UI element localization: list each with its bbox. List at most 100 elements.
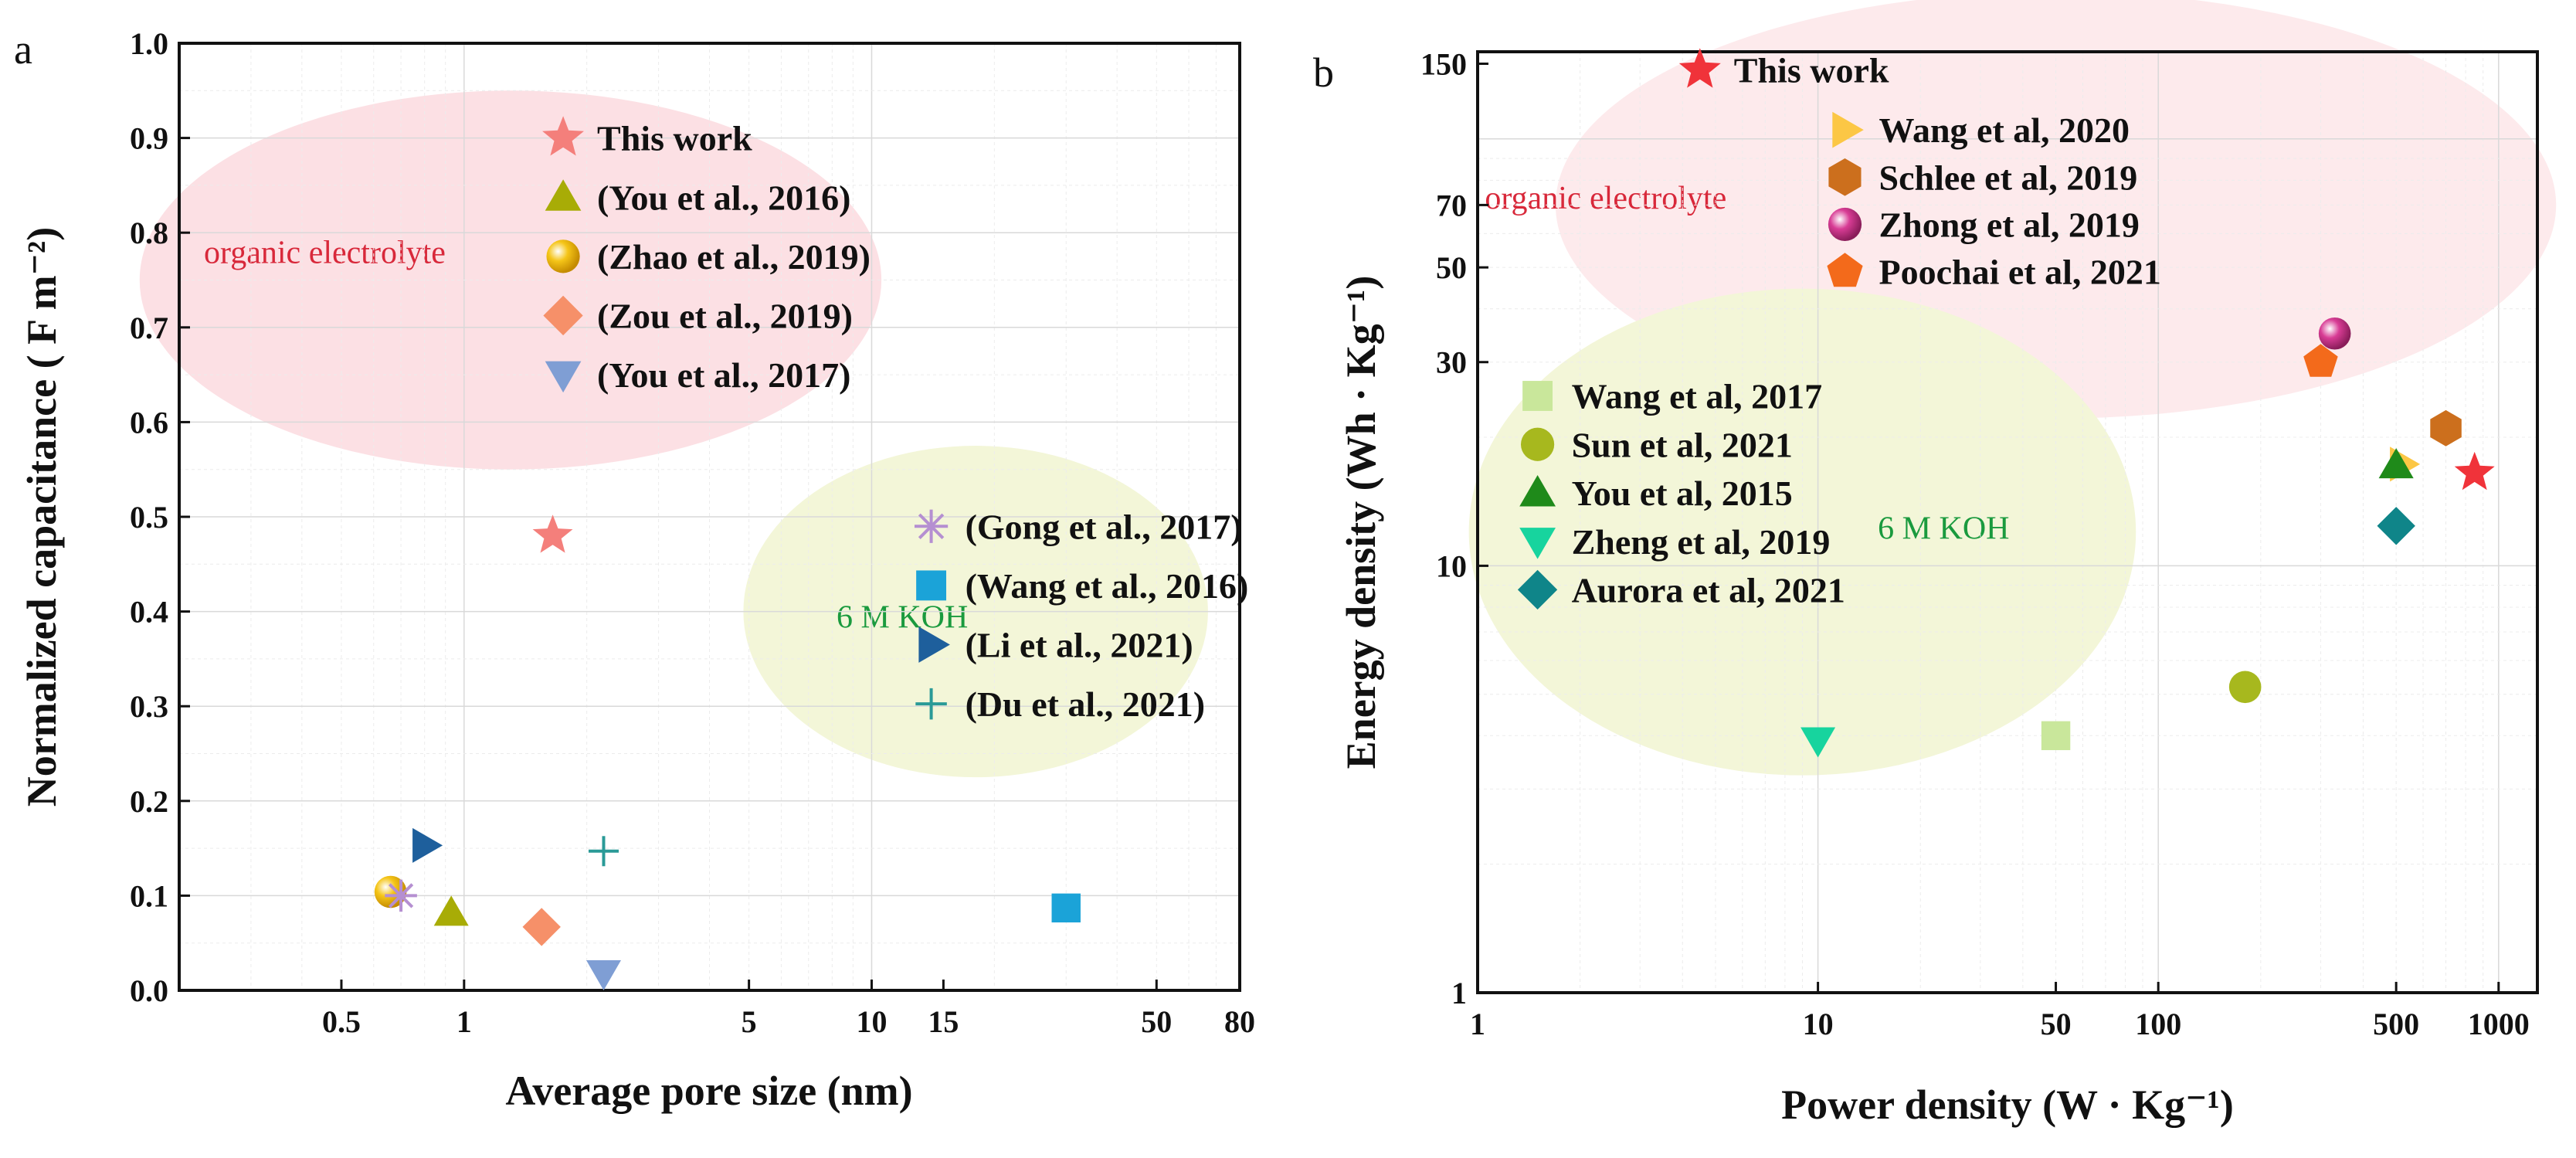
panel-a-ticks: 0.5 1 5 10 15 50 800.00.10.20.30.40.50.60.70.8… bbox=[130, 26, 1255, 1039]
panel-b-legend-label: Zhong et al, 2019 bbox=[1879, 205, 2139, 245]
panel-b-data-point bbox=[2303, 344, 2338, 377]
panel-b-legend-marker bbox=[1678, 48, 1721, 88]
panel-a-legend-marker bbox=[918, 627, 950, 663]
panel-b-legend-label: Aurora et al, 2021 bbox=[1572, 570, 1845, 610]
panel-a-x-tick-label: 5 bbox=[742, 1004, 757, 1039]
panel-b-y-tick-label: 150 bbox=[1420, 46, 1467, 81]
panel-a-legend-marker bbox=[915, 688, 947, 720]
panel-b-data-point bbox=[2454, 451, 2495, 491]
panel-a-data-point bbox=[385, 879, 417, 912]
panel-b-legend-label: Poochai et al, 2021 bbox=[1879, 253, 2160, 292]
panel-b-x-tick-label: 10 bbox=[1803, 1007, 1834, 1041]
panel-b-data-point bbox=[1800, 727, 1836, 758]
panel-a-legend-label: (Zhao et al., 2019) bbox=[597, 237, 871, 277]
panel-a-legend-label: (You et al., 2016) bbox=[597, 178, 850, 217]
panel-a-legend: This work (You et al., 2016) (Zhao et al.,… bbox=[542, 116, 1248, 724]
panel-b-legend-label: Zheng et al, 2019 bbox=[1572, 522, 1831, 562]
panel-a-x-tick-label: 80 bbox=[1224, 1004, 1255, 1039]
panel-a-legend-marker bbox=[545, 361, 582, 393]
panel-b-data-point bbox=[2228, 671, 2262, 704]
panel-b-x-axis-label: Power density (W · Kg⁻¹) bbox=[1781, 1082, 2234, 1128]
panel-b-legend-marker bbox=[1832, 111, 1864, 148]
panel-a-region-organic bbox=[139, 90, 882, 470]
panel-a-region-label: 6 M KOH bbox=[837, 599, 968, 635]
panel-b-legend-label: Schlee et al, 2019 bbox=[1879, 158, 2137, 197]
panel-a-legend-label: (Wang et al., 2016) bbox=[966, 566, 1249, 606]
panel-b-data-point bbox=[2378, 448, 2414, 479]
panel-a-x-tick-label: 1 bbox=[456, 1004, 472, 1039]
panel-b-data-point bbox=[2377, 507, 2415, 545]
panel-a-data-point bbox=[1051, 893, 1081, 923]
panel-a-y-tick-label: 0.7 bbox=[130, 311, 168, 345]
panel-a-legend-label: (You et al., 2017) bbox=[597, 355, 850, 395]
panel-a-y-axis-label: Normalized capacitance ( F m⁻²) bbox=[19, 227, 65, 807]
panel-b-y-tick-label: 70 bbox=[1436, 188, 1467, 222]
panel-b-ticks: 1 10 50 100 500 1000 1 10 30 50 70 150 bbox=[1420, 46, 2530, 1041]
panel-b-y-axis-label: Energy density (Wh · Kg⁻¹) bbox=[1338, 276, 1384, 769]
panel-b-y-tick-label: 10 bbox=[1436, 548, 1467, 583]
panel-a-y-tick-label: 0.2 bbox=[130, 784, 168, 819]
panel-a-data-point bbox=[412, 827, 443, 863]
panel-a-legend-label: (Li et al., 2021) bbox=[966, 626, 1193, 665]
panel-a-legend-marker bbox=[916, 570, 947, 601]
panel-b-legend-label: Wang et al, 2020 bbox=[1879, 110, 2130, 150]
panel-b-legend-label: Sun et al, 2021 bbox=[1572, 425, 1793, 464]
panel-a-legend-label: (Du et al., 2021) bbox=[966, 684, 1205, 724]
panel-b-marks bbox=[1800, 317, 2495, 758]
panel-a-y-tick-label: 0.6 bbox=[130, 405, 168, 440]
panel-b-legend-label: You et al, 2015 bbox=[1572, 474, 1793, 513]
panel-a-data-point bbox=[532, 514, 573, 553]
panel-a-y-tick-label: 0.1 bbox=[130, 878, 168, 913]
panel-a-x-axis-label: Average pore size (nm) bbox=[505, 1068, 912, 1114]
panel-b-plot-frame bbox=[1476, 50, 2539, 994]
panel-a-legend-marker bbox=[546, 239, 580, 273]
panel-b-legend-marker bbox=[1517, 569, 1558, 610]
panel-b-x-tick-label: 100 bbox=[2135, 1007, 2181, 1041]
panel-b-legend-label: This work bbox=[1734, 51, 1889, 90]
panel-a-y-tick-label: 0.5 bbox=[130, 500, 168, 535]
panel-a-y-tick-label: 0.4 bbox=[130, 595, 168, 630]
panel-b-data-point bbox=[2430, 409, 2462, 447]
panel-b-chart: b organic electrolyte 6 M KOH 1 10 50 100 500… bbox=[1313, 0, 2557, 1128]
panel-b-data-point bbox=[2318, 317, 2351, 350]
panel-b-legend-marker bbox=[1827, 253, 1863, 287]
panel-b-legend-marker bbox=[1828, 158, 1862, 196]
panel-b-x-tick-label: 500 bbox=[2373, 1007, 2419, 1041]
panel-b-legend: This work Wang et al, 2020 Schlee et al, 2… bbox=[1517, 48, 2161, 610]
panel-b-legend-marker bbox=[1828, 207, 1862, 242]
panel-a-y-tick-label: 0.9 bbox=[130, 121, 168, 156]
panel-a-data-point bbox=[522, 908, 561, 946]
panel-a-legend-marker bbox=[545, 179, 582, 211]
panel-a-legend-marker bbox=[543, 295, 583, 336]
panel-b-region-koh bbox=[1468, 288, 2136, 776]
panel-a-marks bbox=[374, 514, 1081, 990]
panel-a-y-tick-label: 0.8 bbox=[130, 216, 168, 250]
panel-b-legend-marker bbox=[1520, 427, 1555, 461]
panel-a-x-tick-label: 15 bbox=[928, 1004, 959, 1039]
panel-a-legend-marker bbox=[542, 116, 584, 156]
panel-b-legend-marker bbox=[1522, 381, 1553, 411]
panel-a-x-tick-label: 0.5 bbox=[322, 1004, 361, 1039]
panel-b-region-label: 6 M KOH bbox=[1878, 511, 2009, 546]
panel-a-y-tick-label: 0.3 bbox=[130, 689, 168, 724]
panel-a-region-label: organic electrolyte bbox=[204, 235, 446, 270]
panel-a-data-point bbox=[433, 895, 469, 926]
panel-a-label: a bbox=[14, 26, 32, 73]
panel-b-y-tick-label: 30 bbox=[1436, 345, 1467, 380]
panel-b-data-point bbox=[2041, 721, 2071, 751]
panel-a-x-tick-label: 10 bbox=[856, 1004, 887, 1039]
panel-b-legend-label: Wang et al, 2017 bbox=[1572, 377, 1823, 416]
panel-a-legend-label: This work bbox=[597, 119, 752, 158]
panel-b-x-tick-label: 1000 bbox=[2468, 1007, 2530, 1041]
panel-a-x-tick-label: 50 bbox=[1141, 1004, 1172, 1039]
panel-a-legend-marker bbox=[914, 509, 949, 543]
panel-a-data-point bbox=[586, 960, 621, 990]
panel-a-y-tick-label: 1.0 bbox=[130, 26, 168, 61]
panel-b-x-tick-label: 50 bbox=[2041, 1007, 2072, 1041]
panel-b-legend-marker bbox=[1519, 528, 1556, 559]
panel-b-region-label: organic electrolyte bbox=[1485, 181, 1726, 216]
panel-a-y-tick-label: 0.0 bbox=[130, 973, 168, 1008]
panel-b-x-tick-label: 1 bbox=[1470, 1007, 1485, 1041]
